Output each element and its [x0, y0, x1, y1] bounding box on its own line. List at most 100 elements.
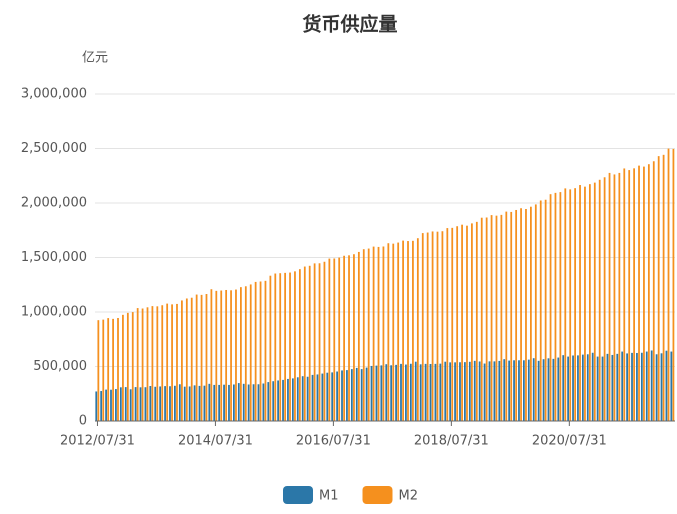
- bar: [434, 363, 437, 421]
- bar: [613, 174, 616, 421]
- bar: [662, 154, 665, 421]
- bar: [647, 164, 650, 422]
- bar: [640, 352, 643, 421]
- bar: [311, 374, 314, 421]
- bar: [638, 165, 640, 421]
- bar: [235, 289, 237, 421]
- bar: [272, 381, 275, 421]
- bar: [124, 387, 127, 421]
- bar: [95, 391, 98, 421]
- y-axis-label: 亿元: [82, 51, 108, 66]
- bar: [628, 170, 631, 421]
- bar: [360, 369, 363, 421]
- bar: [267, 382, 270, 421]
- bar: [353, 254, 355, 421]
- bar: [603, 177, 606, 421]
- bar: [400, 363, 402, 421]
- bar: [672, 148, 675, 421]
- bar: [431, 231, 434, 421]
- bar: [316, 374, 319, 421]
- bar: [488, 361, 491, 421]
- bar: [171, 304, 173, 421]
- bar: [321, 373, 324, 421]
- bar: [296, 377, 299, 421]
- bar: [174, 385, 176, 421]
- bar: [601, 356, 604, 421]
- bar: [412, 240, 414, 421]
- bar: [159, 386, 162, 421]
- bar: [532, 358, 535, 421]
- bar: [223, 384, 225, 421]
- bar: [655, 354, 658, 421]
- bar: [549, 194, 552, 421]
- bar: [237, 383, 240, 421]
- bar: [294, 271, 296, 421]
- bar: [205, 294, 208, 421]
- bar: [572, 355, 574, 421]
- legend-swatch: [362, 486, 393, 504]
- bar: [392, 243, 395, 421]
- bar: [284, 272, 287, 421]
- bar: [650, 350, 653, 421]
- bar: [503, 359, 506, 421]
- bar: [341, 370, 343, 421]
- bar: [346, 370, 348, 421]
- bar: [581, 354, 584, 421]
- bar: [429, 363, 432, 421]
- bar: [574, 188, 577, 421]
- bar: [331, 372, 334, 421]
- bar: [606, 353, 609, 421]
- bar: [183, 386, 186, 421]
- bar: [459, 362, 461, 421]
- bar: [456, 226, 459, 421]
- bar: [102, 319, 105, 421]
- bar: [242, 383, 245, 421]
- bar: [539, 200, 542, 421]
- bar: [274, 273, 277, 421]
- x-tick-label: 2016/07/31: [296, 434, 371, 449]
- bar: [510, 211, 513, 421]
- bar: [564, 188, 567, 421]
- bar: [537, 360, 540, 421]
- bar: [426, 232, 429, 421]
- bar: [626, 353, 628, 421]
- x-tick-label: 2018/07/31: [414, 434, 489, 449]
- bar: [370, 365, 373, 421]
- bar: [232, 384, 235, 421]
- bar: [169, 386, 171, 421]
- x-tick-label: 2014/07/31: [178, 434, 253, 449]
- bar: [588, 184, 591, 421]
- bar: [527, 359, 530, 421]
- bar: [380, 365, 383, 421]
- bar: [144, 387, 147, 421]
- bar: [616, 353, 619, 421]
- bar: [505, 211, 508, 421]
- bar: [355, 367, 358, 421]
- bar: [220, 290, 223, 421]
- bar: [333, 258, 336, 421]
- bar: [475, 221, 478, 421]
- bar: [166, 303, 169, 421]
- bar: [252, 384, 255, 421]
- bar: [598, 179, 601, 421]
- bar: [105, 389, 107, 421]
- bar: [262, 383, 265, 421]
- bar: [146, 307, 149, 421]
- bar: [579, 185, 581, 421]
- bar: [557, 357, 560, 421]
- bar: [97, 320, 100, 421]
- bar: [198, 385, 201, 421]
- bar: [387, 243, 390, 421]
- bar: [228, 384, 230, 421]
- bar: [569, 189, 572, 421]
- bar: [416, 238, 419, 421]
- bar: [336, 371, 338, 421]
- bar: [652, 161, 655, 422]
- bar: [611, 354, 614, 421]
- bar: [122, 314, 124, 421]
- chart-title: 货币供应量: [302, 13, 397, 36]
- y-tick-label: 1,000,000: [21, 305, 87, 320]
- bar: [323, 261, 326, 421]
- y-tick-label: 1,500,000: [21, 250, 87, 265]
- bar: [409, 363, 412, 421]
